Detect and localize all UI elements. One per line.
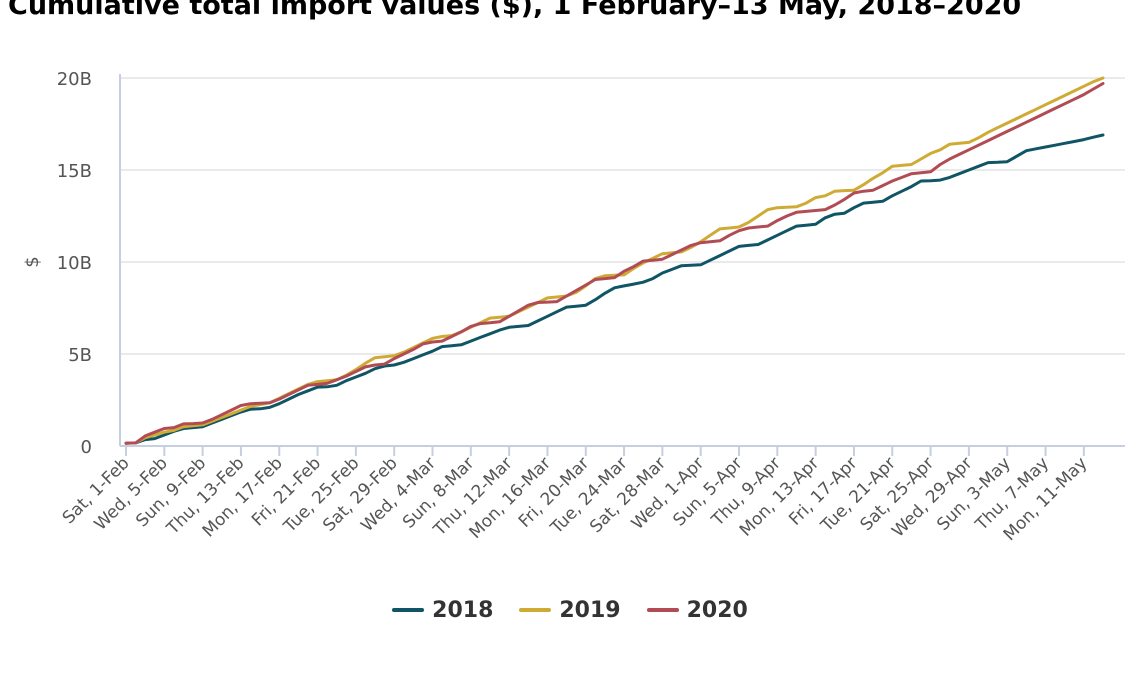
y-tick-label: 15B [57,161,92,182]
legend-swatch [519,608,552,612]
series-line-2018 [124,133,1105,445]
y-tick-label: 0 [81,437,92,458]
legend-label: 2018 [432,597,494,623]
legend-swatch [646,608,679,612]
legend-swatch [392,608,425,612]
y-tick-label: 10B [57,253,92,274]
legend-label: 2019 [559,597,621,623]
grid-layer [120,77,1125,355]
y-tick-label: 20B [57,69,92,90]
series-line-2020 [124,82,1105,445]
y-axis-title: $ [22,256,43,267]
series-layer [124,76,1105,445]
legend: 2018 2019 2020 [0,592,1140,628]
y-tick-label: 5B [68,345,92,366]
legend-item-2020[interactable]: 2020 [646,597,748,623]
legend-item-2019[interactable]: 2019 [519,597,621,623]
legend-item-2018[interactable]: 2018 [392,598,493,623]
legend-label: 2020 [686,597,748,623]
series-line-2019 [124,76,1105,445]
chart-title: Cumulative total import values ($), 1 Fe… [8,0,1022,21]
